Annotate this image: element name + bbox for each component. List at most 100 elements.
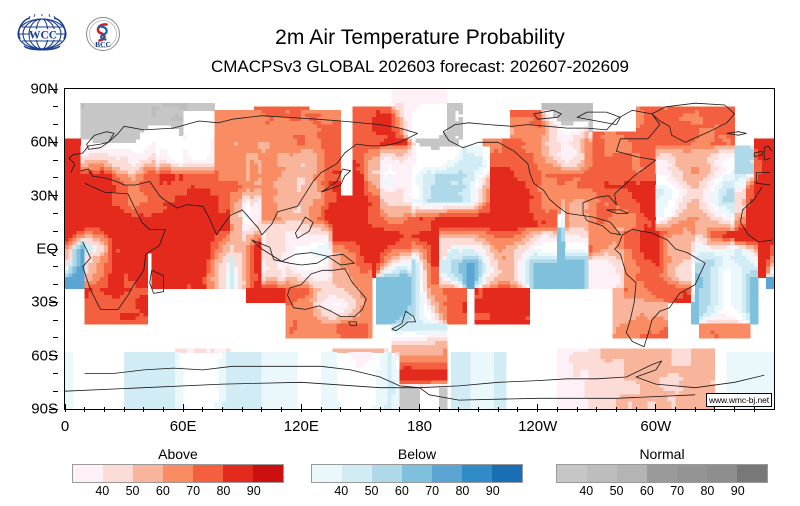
legend-tick-label: 40 <box>334 484 349 498</box>
coastline-path <box>65 381 696 401</box>
coastline-path <box>614 229 706 348</box>
legend-title-normal: Normal <box>639 446 685 462</box>
legend-tick-label: 50 <box>609 484 624 498</box>
x-tick-mark <box>300 404 302 412</box>
legend-swatch <box>312 465 342 482</box>
y-tick-mark <box>49 355 58 357</box>
coastline-path <box>68 115 771 236</box>
legend-swatch <box>73 465 103 482</box>
y-minor-tick <box>53 212 58 214</box>
y-tick-mark <box>49 408 58 410</box>
legend-swatch <box>402 465 432 482</box>
legend-above: Above 40 50 60 70 80 90 <box>72 446 284 501</box>
legend-tick-label: 90 <box>485 484 500 498</box>
wmo-wcc-logo-text: WCC <box>29 30 57 42</box>
legend-tick-label: 90 <box>730 484 745 498</box>
legend-tick-label: 50 <box>125 484 140 498</box>
x-minor-tick <box>222 407 224 412</box>
legend-tick-label: 60 <box>155 484 170 498</box>
x-minor-tick <box>399 407 401 412</box>
x-minor-tick <box>123 407 125 412</box>
legend-swatch <box>103 465 133 482</box>
legend-tick-label: 70 <box>186 484 201 498</box>
legend-swatch <box>133 465 163 482</box>
x-minor-tick <box>458 407 460 412</box>
y-minor-tick <box>53 372 58 374</box>
legend-colorbar-below <box>311 464 523 483</box>
watermark: www.wmc-bj.net <box>705 393 772 407</box>
y-axis: 90N 60N 30N EQ 30S 60S 90S <box>0 81 58 418</box>
x-minor-tick <box>261 407 263 412</box>
logo-strip: WCC BCC <box>14 14 122 54</box>
x-minor-tick <box>635 407 637 412</box>
wmo-wcc-logo: WCC <box>17 14 67 51</box>
legend-colorbar-normal <box>556 464 768 483</box>
legend-title-above: Above <box>158 446 198 462</box>
coastline-path <box>606 209 629 214</box>
legend-normal: Normal 40 50 60 70 80 90 <box>556 446 768 501</box>
legend-swatch <box>587 465 617 482</box>
legend-tick-label: 80 <box>700 484 715 498</box>
x-minor-tick <box>340 407 342 412</box>
y-tick-mark <box>49 248 58 250</box>
legend-swatch <box>707 465 737 482</box>
y-tick-mark <box>49 195 58 197</box>
legend-tick-label: 60 <box>394 484 409 498</box>
coastline-path <box>149 269 164 294</box>
y-minor-tick <box>53 319 58 321</box>
legend-ticks-normal: 40 50 60 70 80 90 <box>556 483 768 501</box>
x-minor-tick <box>143 407 145 412</box>
legend-tick-label: 70 <box>425 484 440 498</box>
y-minor-tick <box>53 230 58 232</box>
y-tick-mark <box>49 88 58 90</box>
legend-tick-label: 40 <box>95 484 110 498</box>
x-minor-tick <box>438 407 440 412</box>
y-minor-tick <box>53 266 58 268</box>
y-tick-label: EQ <box>36 240 58 258</box>
x-tick-mark <box>419 404 420 412</box>
x-tick-mark <box>655 404 657 412</box>
x-minor-tick <box>753 407 755 412</box>
x-minor-tick <box>281 407 283 412</box>
coastline-path <box>442 109 661 236</box>
x-axis: 0 60E 120E 180 120W 60W <box>61 404 775 440</box>
coastline-path <box>763 145 773 161</box>
x-minor-tick <box>694 407 696 412</box>
x-minor-tick <box>320 407 322 412</box>
x-tick-mark <box>64 404 66 412</box>
y-minor-tick <box>53 337 58 339</box>
x-tick-label: 120E <box>283 418 319 435</box>
x-tick-label: 60E <box>169 418 197 435</box>
legend-swatch <box>223 465 253 482</box>
x-minor-tick <box>162 407 164 412</box>
coastline-path <box>348 321 357 326</box>
legend-tick-label: 70 <box>670 484 685 498</box>
legend-swatch <box>372 465 402 482</box>
x-tick-label: 180 <box>406 418 433 435</box>
legend-swatch <box>432 465 462 482</box>
y-tick-mark <box>49 301 58 303</box>
legend-colorbar-above <box>72 464 284 483</box>
y-minor-tick <box>53 124 58 126</box>
x-minor-tick <box>84 407 86 412</box>
y-tick-mark <box>49 141 58 143</box>
bcc-logo: BCC <box>86 17 120 51</box>
y-tick-label: 30S <box>31 293 58 311</box>
x-minor-tick <box>202 407 204 412</box>
legend-swatch <box>737 465 767 482</box>
y-tick-label: 60N <box>30 133 58 151</box>
legend-tick-label: 50 <box>364 484 379 498</box>
x-minor-tick <box>675 407 677 412</box>
x-minor-tick <box>497 407 499 412</box>
legend-tick-label: 80 <box>455 484 470 498</box>
x-minor-tick <box>103 407 105 412</box>
coastline-path <box>82 182 773 310</box>
legend-swatch <box>193 465 223 482</box>
legend-swatch <box>647 465 677 482</box>
coastline-path <box>86 131 115 150</box>
x-minor-tick <box>556 407 558 412</box>
legend-swatch <box>462 465 492 482</box>
legend-tick-label: 40 <box>579 484 594 498</box>
x-tick-mark <box>182 404 184 412</box>
